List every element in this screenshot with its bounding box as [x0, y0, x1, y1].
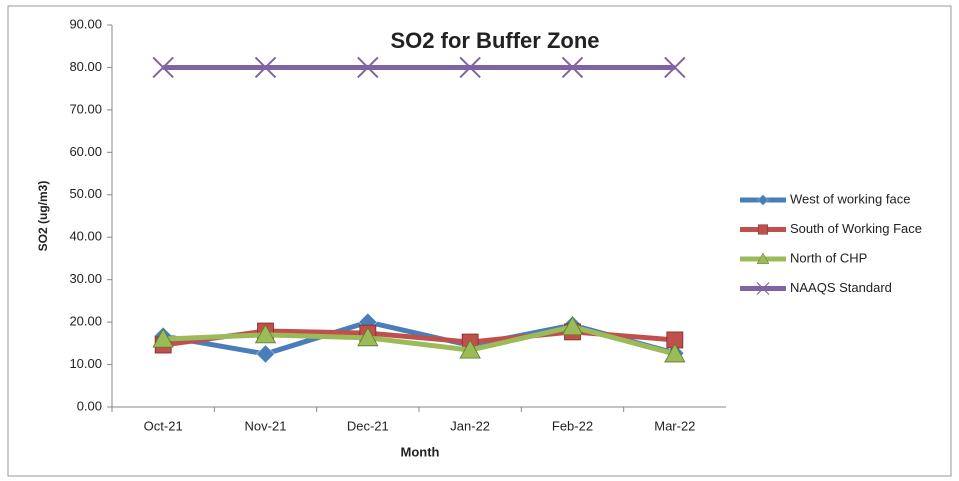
legend-marker: [756, 282, 770, 295]
chart-title: SO2 for Buffer Zone: [390, 28, 599, 53]
y-tick-label: 50.00: [69, 186, 102, 201]
marker: [254, 56, 277, 79]
x-tick-label: Jan-22: [450, 418, 490, 433]
y-tick-label: 60.00: [69, 144, 102, 159]
y-tick-label: 0.00: [77, 398, 102, 413]
marker: [561, 315, 584, 336]
y-tick-label: 30.00: [69, 271, 102, 286]
marker: [152, 56, 174, 79]
legend-marker: [757, 194, 769, 206]
series-line: [163, 324, 676, 357]
marker: [664, 56, 686, 79]
y-axis-label: SO2 (ug/m3): [36, 181, 50, 252]
marker: [152, 328, 174, 348]
legend-label: West of working face: [790, 191, 910, 206]
x-tick-label: Mar-22: [654, 418, 695, 433]
marker: [664, 343, 686, 363]
x-tick-label: Feb-22: [552, 418, 593, 433]
x-tick-label: Dec-21: [347, 418, 389, 433]
chart-border: [7, 5, 952, 477]
marker: [254, 324, 277, 344]
marker: [459, 56, 481, 79]
marker: [561, 56, 584, 79]
marker: [256, 344, 275, 364]
y-tick-label: 10.00: [69, 356, 102, 371]
x-tick-label: Oct-21: [144, 418, 183, 433]
legend-label: North of CHP: [790, 250, 867, 265]
legend-marker: [756, 252, 770, 265]
marker: [357, 56, 379, 79]
legend-label: South of Working Face: [790, 221, 922, 236]
legend-label: NAAQS Standard: [790, 280, 892, 295]
y-tick-label: 90.00: [69, 16, 102, 31]
y-tick-label: 80.00: [69, 59, 102, 74]
x-tick-label: Nov-21: [245, 418, 287, 433]
x-axis-label: Month: [401, 444, 440, 459]
y-tick-label: 40.00: [69, 229, 102, 244]
y-tick-label: 20.00: [69, 314, 102, 329]
marker: [459, 339, 481, 359]
marker: [357, 326, 379, 347]
y-tick-label: 70.00: [69, 101, 102, 116]
legend-marker: [757, 224, 769, 235]
